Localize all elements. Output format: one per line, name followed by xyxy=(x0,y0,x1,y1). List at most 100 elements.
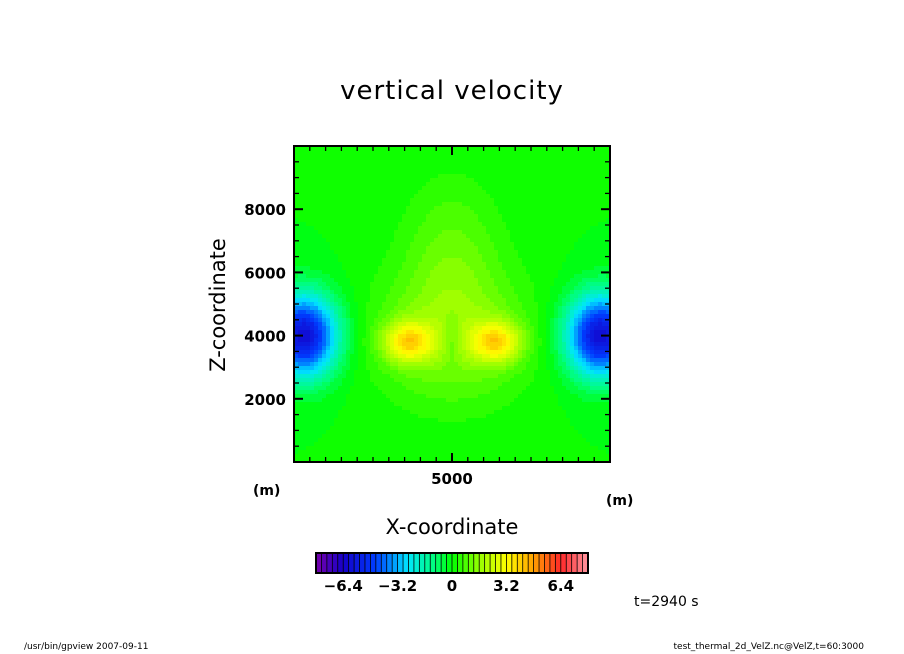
heatmap-cell xyxy=(462,438,467,443)
heatmap-cell xyxy=(438,334,443,339)
heatmap-cell xyxy=(362,394,367,399)
heatmap-cell xyxy=(302,194,307,199)
heatmap-cell xyxy=(326,442,331,447)
heatmap-cell xyxy=(310,166,315,171)
heatmap-cell xyxy=(446,214,451,219)
heatmap-cell xyxy=(318,434,323,439)
heatmap-cell xyxy=(426,242,431,247)
heatmap-cell xyxy=(538,430,543,435)
heatmap-cell xyxy=(382,426,387,431)
heatmap-cell xyxy=(486,318,491,323)
heatmap-cell xyxy=(542,382,547,387)
heatmap-cell xyxy=(378,394,383,399)
heatmap-cell xyxy=(302,342,307,347)
heatmap-cell xyxy=(414,186,419,191)
heatmap-cell xyxy=(322,334,327,339)
heatmap-cell xyxy=(506,414,511,419)
heatmap-cell xyxy=(402,442,407,447)
heatmap-cell xyxy=(402,190,407,195)
heatmap-cell xyxy=(474,178,479,183)
heatmap-cell xyxy=(326,182,331,187)
heatmap-cell xyxy=(306,310,311,315)
heatmap-cell xyxy=(406,250,411,255)
heatmap-cell xyxy=(502,330,507,335)
heatmap-cell xyxy=(414,278,419,283)
heatmap-cell xyxy=(414,394,419,399)
heatmap-cell xyxy=(390,434,395,439)
heatmap-cell xyxy=(470,326,475,331)
heatmap-cell xyxy=(354,366,359,371)
heatmap-cell xyxy=(302,250,307,255)
heatmap-cell xyxy=(466,310,471,315)
heatmap-cell xyxy=(310,218,315,223)
heatmap-cell xyxy=(310,206,315,211)
heatmap-cell xyxy=(418,382,423,387)
heatmap-cell xyxy=(294,218,299,223)
heatmap-cell xyxy=(402,174,407,179)
heatmap-cell xyxy=(422,242,427,247)
heatmap-cell xyxy=(402,438,407,443)
heatmap-cell xyxy=(522,218,527,223)
heatmap-cell xyxy=(346,322,351,327)
heatmap-cell xyxy=(486,166,491,171)
heatmap-cell xyxy=(334,306,339,311)
heatmap-cell xyxy=(430,266,435,271)
heatmap-cell xyxy=(338,342,343,347)
heatmap-cell xyxy=(478,362,483,367)
heatmap-cell xyxy=(418,262,423,267)
heatmap-cell xyxy=(338,210,343,215)
heatmap-cell xyxy=(294,322,299,327)
heatmap-cell xyxy=(374,254,379,259)
heatmap-cell xyxy=(330,258,335,263)
heatmap-cell xyxy=(354,338,359,343)
heatmap-cell xyxy=(478,454,483,459)
heatmap-cell xyxy=(346,270,351,275)
heatmap-cell xyxy=(466,174,471,179)
heatmap-cell xyxy=(490,450,495,455)
heatmap-cell xyxy=(438,166,443,171)
heatmap-cell xyxy=(542,322,547,327)
heatmap-cell xyxy=(522,262,527,267)
heatmap-cell xyxy=(466,286,471,291)
heatmap-cell xyxy=(330,178,335,183)
heatmap-cell xyxy=(330,274,335,279)
heatmap-cell xyxy=(302,398,307,403)
heatmap-cell xyxy=(362,398,367,403)
heatmap-cell xyxy=(422,330,427,335)
heatmap-cell xyxy=(378,210,383,215)
heatmap-cell xyxy=(430,250,435,255)
heatmap-cell xyxy=(314,438,319,443)
heatmap-cell xyxy=(478,442,483,447)
heatmap-cell xyxy=(454,398,459,403)
heatmap-cell xyxy=(522,294,527,299)
heatmap-cell xyxy=(450,318,455,323)
heatmap-cell xyxy=(406,242,411,247)
heatmap-cell xyxy=(434,394,439,399)
heatmap-cell xyxy=(422,346,427,351)
heatmap-cell xyxy=(518,238,523,243)
heatmap-cell xyxy=(530,162,535,167)
heatmap-cell xyxy=(350,206,355,211)
heatmap-cell xyxy=(434,322,439,327)
heatmap-cell xyxy=(394,422,399,427)
heatmap-cell xyxy=(322,302,327,307)
heatmap-cell xyxy=(498,278,503,283)
heatmap-cell xyxy=(526,334,531,339)
heatmap-cell xyxy=(362,206,367,211)
heatmap-cell xyxy=(490,354,495,359)
heatmap-cell xyxy=(318,426,323,431)
heatmap-cell xyxy=(374,266,379,271)
heatmap-cell xyxy=(322,326,327,331)
heatmap-cell xyxy=(546,198,551,203)
heatmap-cell xyxy=(342,370,347,375)
heatmap-cell xyxy=(394,194,399,199)
heatmap-cell xyxy=(486,434,491,439)
heatmap-cell xyxy=(326,378,331,383)
heatmap-cell xyxy=(322,434,327,439)
heatmap-cell xyxy=(486,146,491,151)
heatmap-cell xyxy=(386,186,391,191)
heatmap-cell xyxy=(374,394,379,399)
heatmap-cell xyxy=(422,362,427,367)
heatmap-cell xyxy=(454,418,459,423)
heatmap-cell xyxy=(322,450,327,455)
